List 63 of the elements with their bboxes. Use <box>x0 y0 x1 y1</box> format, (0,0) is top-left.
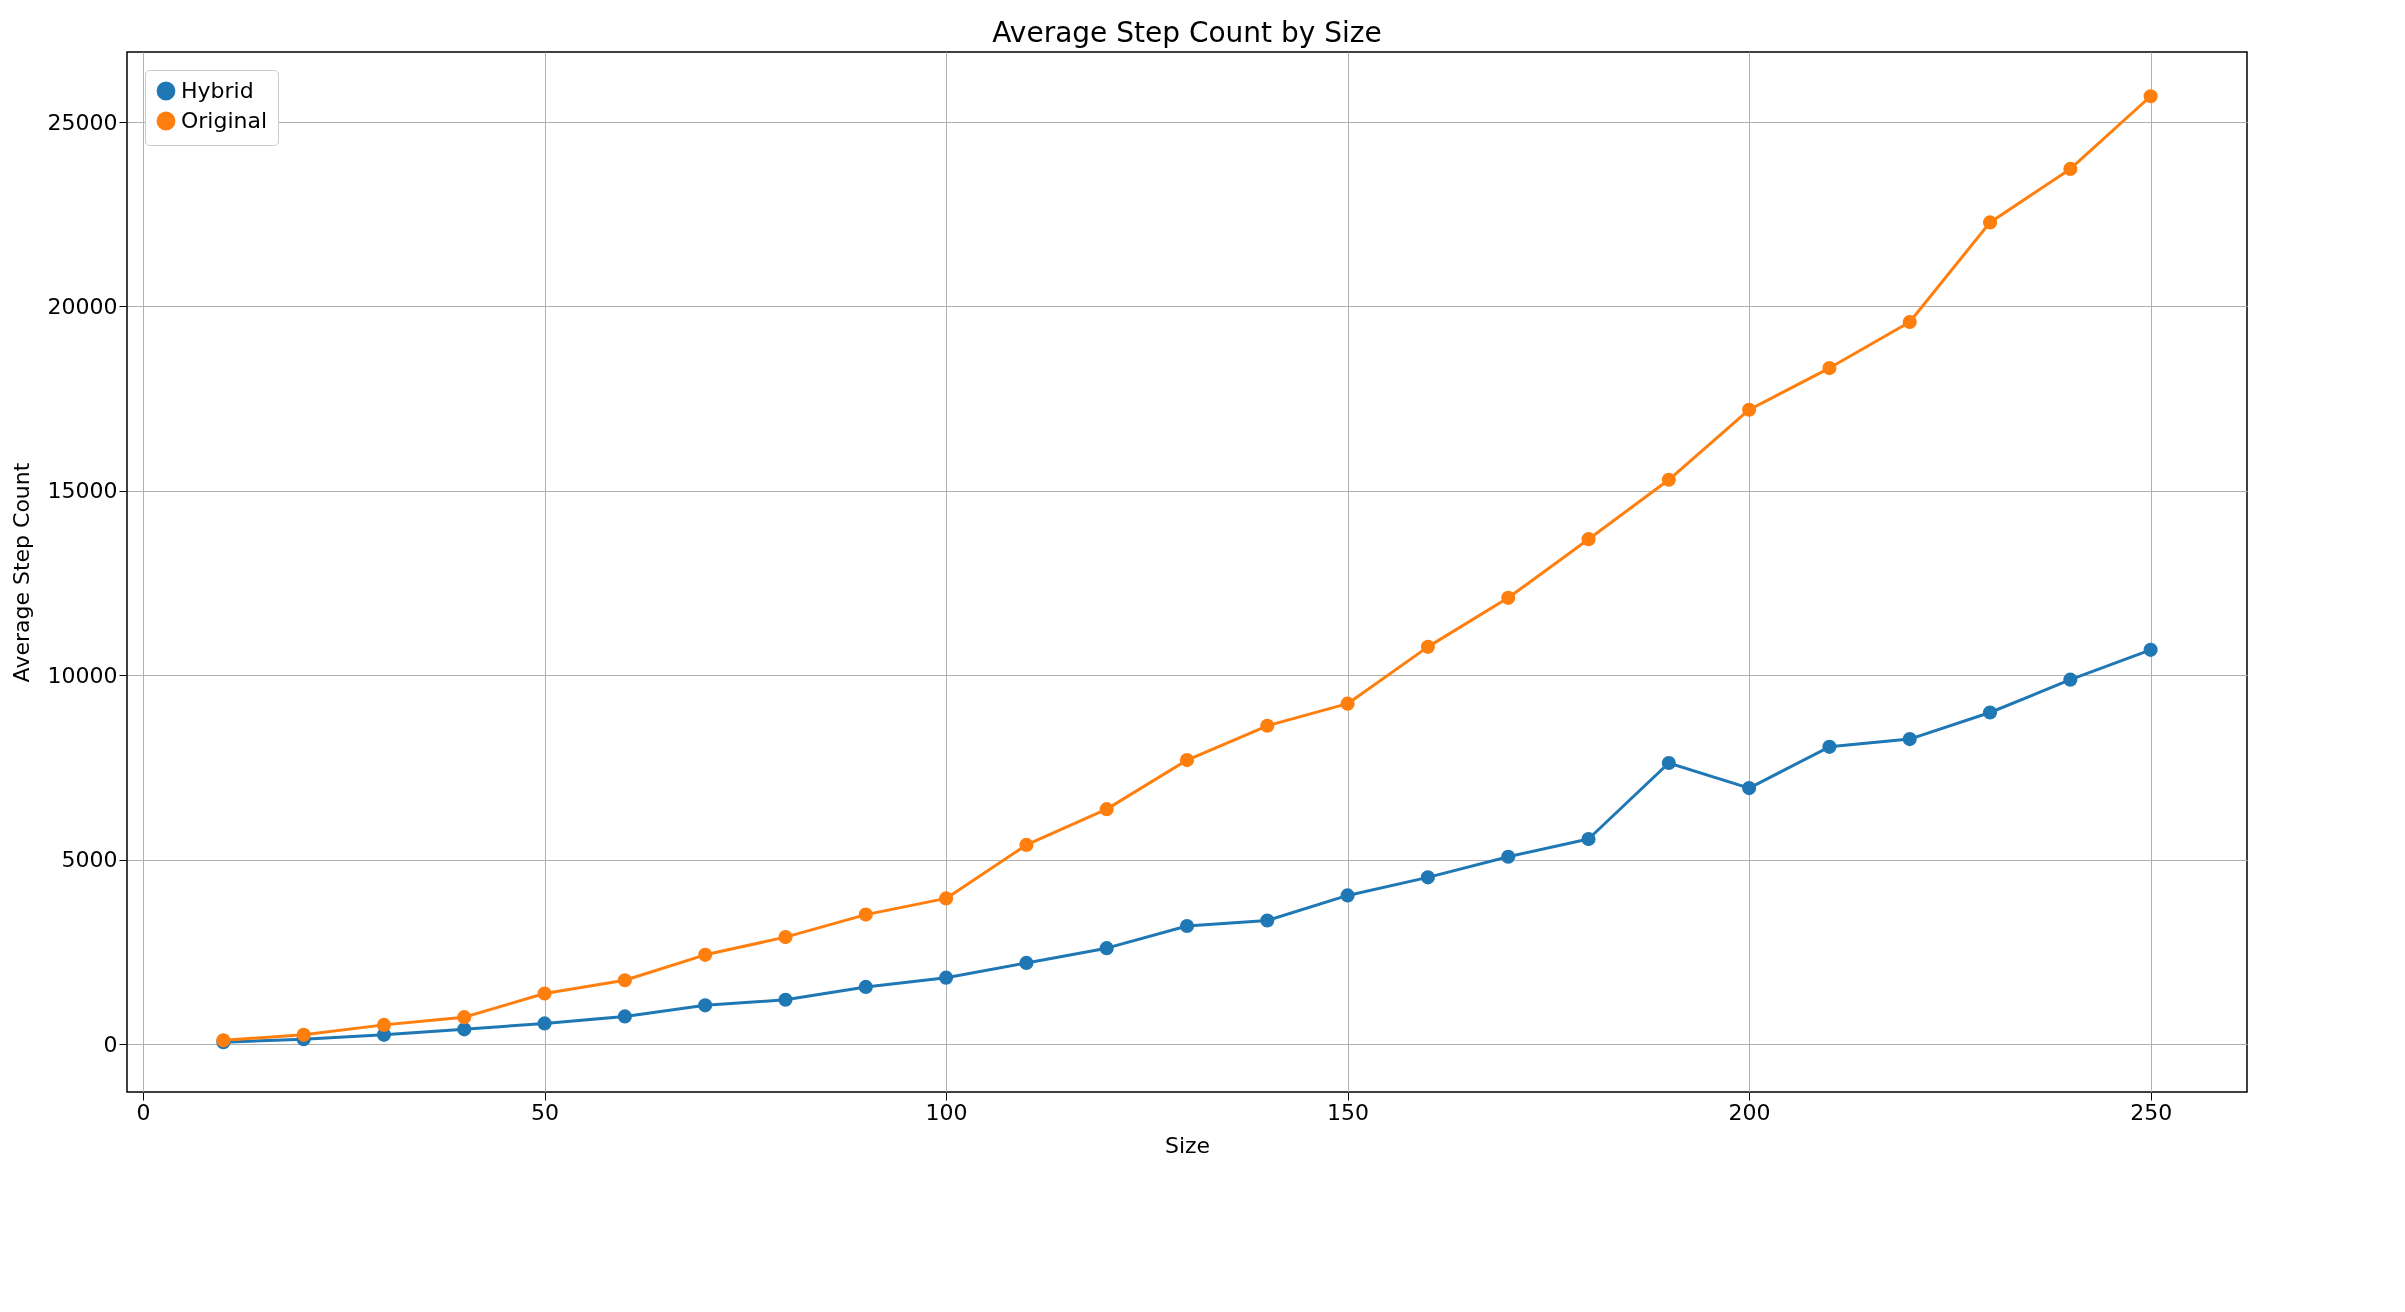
point <box>1982 705 1998 720</box>
point <box>858 907 873 922</box>
y-tick-label: 0 <box>103 1031 118 1057</box>
point <box>1982 215 1998 230</box>
point <box>939 970 954 985</box>
point <box>1420 639 1435 654</box>
x-tick-label: 100 <box>925 1099 968 1125</box>
point <box>858 979 873 994</box>
point <box>2143 89 2158 104</box>
point <box>939 891 954 906</box>
y-tick-label: 15000 <box>47 478 118 504</box>
point <box>1019 955 1034 970</box>
point <box>537 986 552 1001</box>
point <box>1822 739 1837 754</box>
legend-label: Hybrid <box>181 78 254 103</box>
point <box>617 973 632 988</box>
x-tick-label: 150 <box>1327 1099 1370 1125</box>
legend-label: Original <box>181 108 268 133</box>
point <box>1179 753 1195 768</box>
point <box>376 1017 392 1032</box>
point <box>1420 870 1435 885</box>
x-tick-label: 0 <box>136 1099 151 1125</box>
y-tick-label: 25000 <box>47 109 118 135</box>
point <box>778 992 793 1007</box>
point <box>1902 314 1917 330</box>
point <box>1340 888 1355 903</box>
y-tick-label: 5000 <box>61 847 118 873</box>
x-tick-label: 50 <box>531 1099 560 1125</box>
point <box>1099 941 1114 956</box>
point <box>778 930 793 945</box>
point <box>1501 849 1516 864</box>
point <box>1099 802 1114 817</box>
point <box>1340 696 1355 711</box>
point <box>296 1027 311 1042</box>
point <box>1260 718 1275 733</box>
point <box>2063 161 2078 176</box>
point <box>1902 732 1917 747</box>
point <box>1742 781 1757 796</box>
point <box>617 1009 632 1024</box>
x-tick-label: 200 <box>1728 1099 1771 1125</box>
chart-title: Average Step Count by Size <box>992 16 1382 49</box>
point <box>1742 402 1757 417</box>
point <box>1661 472 1676 487</box>
point <box>537 1016 552 1031</box>
point <box>1501 590 1516 605</box>
point <box>457 1010 472 1025</box>
y-axis-title: Average Step Count <box>8 462 34 683</box>
point <box>1581 532 1596 547</box>
point <box>1822 361 1837 376</box>
point <box>1661 755 1676 771</box>
point <box>1581 831 1596 847</box>
point <box>698 947 713 962</box>
x-tick-label: 250 <box>2130 1099 2173 1125</box>
point <box>2143 642 2158 657</box>
x-axis-title: Size <box>1164 1132 1211 1158</box>
point <box>1019 837 1034 852</box>
point <box>698 998 713 1013</box>
point <box>1179 918 1195 934</box>
point <box>457 1022 472 1037</box>
point <box>1260 913 1275 928</box>
y-tick-label: 20000 <box>47 293 118 319</box>
y-tick-label: 10000 <box>47 662 118 688</box>
point <box>2063 672 2078 687</box>
